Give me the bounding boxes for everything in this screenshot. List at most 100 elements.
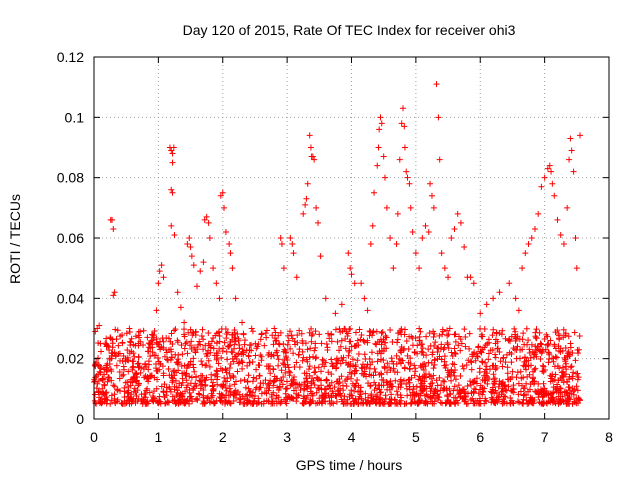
data-point — [361, 295, 368, 302]
data-point — [342, 378, 349, 385]
data-point — [560, 334, 567, 341]
data-point — [502, 382, 509, 389]
data-point — [261, 389, 268, 396]
data-point — [261, 342, 268, 349]
data-point — [348, 370, 355, 377]
data-point — [450, 394, 457, 401]
data-point — [408, 399, 415, 406]
data-point — [397, 347, 404, 354]
data-point — [347, 338, 354, 345]
data-point — [504, 370, 511, 377]
data-point — [110, 382, 117, 389]
data-point — [564, 392, 571, 399]
data-point — [207, 349, 214, 356]
data-point — [548, 168, 555, 175]
data-point — [381, 345, 388, 352]
data-point — [200, 259, 207, 266]
data-point — [459, 363, 466, 370]
data-point — [110, 292, 117, 299]
data-point — [99, 375, 106, 382]
data-point — [474, 353, 481, 360]
data-point — [232, 387, 239, 394]
data-point — [419, 235, 426, 241]
data-point — [229, 265, 236, 272]
data-point — [315, 219, 322, 226]
data-point — [375, 144, 382, 151]
data-point — [205, 219, 212, 226]
data-point — [373, 341, 380, 348]
data-point — [222, 378, 229, 385]
plot-frame — [93, 56, 610, 420]
data-point — [135, 340, 142, 347]
data-point — [422, 363, 429, 370]
data-point — [528, 341, 535, 348]
data-point — [412, 250, 419, 257]
data-point — [208, 390, 215, 397]
data-point — [193, 382, 200, 389]
data-point — [189, 395, 196, 402]
data-point — [419, 386, 426, 393]
data-point — [102, 390, 109, 397]
data-point — [336, 347, 343, 354]
data-point — [116, 350, 123, 357]
data-point — [277, 377, 284, 384]
data-point — [268, 353, 275, 360]
data-point — [135, 360, 142, 367]
data-point — [147, 353, 154, 360]
data-point — [491, 399, 498, 406]
data-point — [320, 357, 327, 364]
data-point — [444, 341, 451, 348]
data-point — [528, 235, 535, 241]
data-point — [377, 394, 384, 401]
data-point — [555, 377, 562, 384]
data-point — [557, 396, 564, 403]
data-point — [140, 327, 147, 334]
data-point — [177, 304, 184, 311]
data-point — [543, 331, 550, 338]
data-point — [214, 373, 221, 380]
data-point — [181, 369, 188, 376]
data-point — [461, 244, 468, 251]
data-point — [376, 126, 383, 133]
data-point — [323, 376, 330, 383]
data-point — [154, 399, 161, 406]
data-point — [495, 383, 502, 390]
data-point — [109, 344, 116, 351]
data-point — [172, 326, 179, 333]
data-point — [517, 388, 524, 395]
data-point — [316, 395, 323, 402]
data-point — [119, 357, 126, 364]
data-point — [111, 391, 118, 398]
data-point — [302, 201, 309, 208]
data-point — [145, 378, 152, 385]
data-point — [94, 325, 101, 332]
data-point — [467, 396, 474, 403]
data-point — [288, 332, 295, 339]
data-point — [465, 357, 472, 364]
data-point — [454, 397, 461, 404]
data-point — [281, 346, 288, 353]
data-point — [93, 385, 100, 392]
x-tick-label: 0 — [90, 429, 98, 445]
data-point — [282, 369, 289, 376]
data-point — [573, 383, 580, 390]
data-point — [537, 386, 544, 393]
data-point — [104, 342, 111, 349]
data-point — [552, 400, 559, 407]
data-point — [272, 329, 279, 336]
data-point — [456, 333, 463, 340]
data-point — [436, 332, 443, 339]
data-point — [238, 358, 245, 365]
data-point — [462, 343, 469, 350]
data-point — [379, 329, 386, 336]
data-point — [190, 262, 197, 269]
data-point — [168, 330, 175, 337]
data-point — [542, 346, 549, 353]
data-point — [156, 268, 163, 275]
data-point — [413, 391, 420, 398]
data-point — [171, 231, 178, 238]
data-point — [265, 349, 272, 356]
data-point — [313, 374, 320, 381]
data-point — [270, 379, 277, 386]
data-point — [481, 385, 488, 392]
